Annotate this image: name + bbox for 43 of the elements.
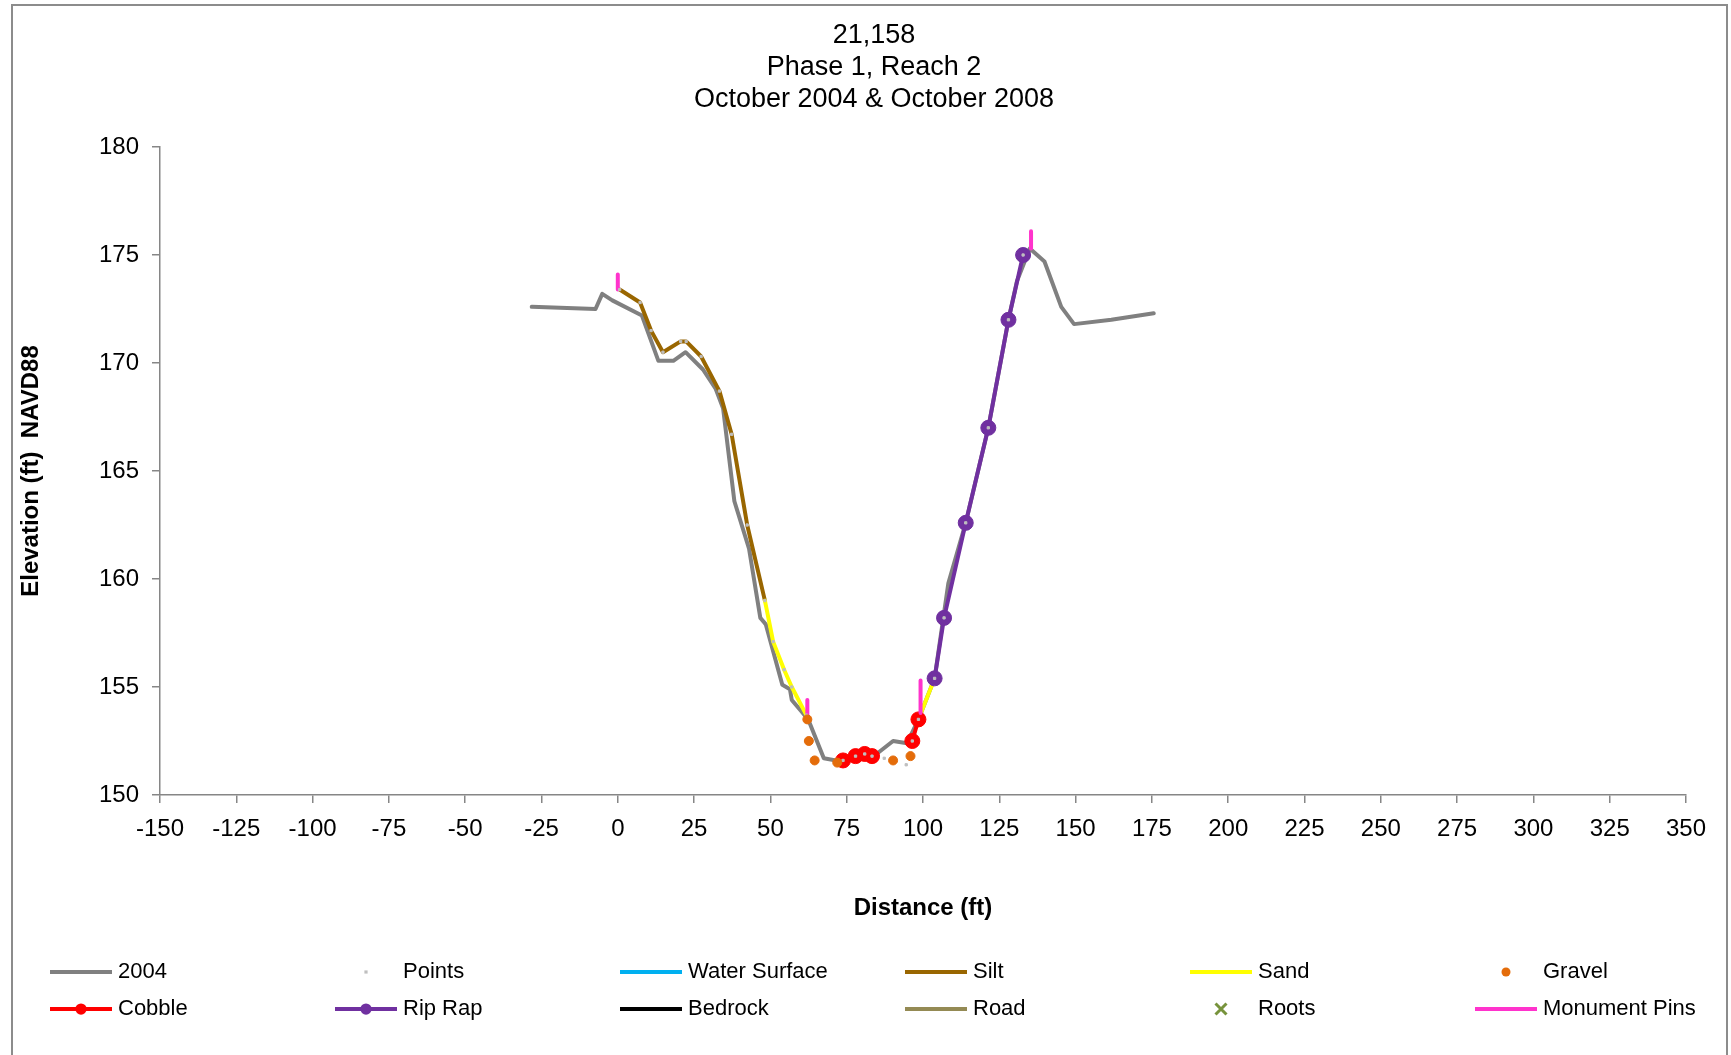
legend-label: 2004	[118, 958, 167, 984]
x-tick-label: -50	[447, 814, 483, 842]
y-tick-label: 170	[98, 347, 139, 375]
legend-label: Road	[973, 995, 1026, 1021]
x-tick-label: 300	[1513, 814, 1554, 842]
x-tick-label: 0	[611, 814, 625, 842]
x-tick-label: 100	[902, 814, 944, 842]
y-tick-label: 180	[98, 131, 139, 159]
legend-label: Rip Rap	[403, 995, 483, 1021]
y-tick-label: 150	[98, 779, 139, 807]
legend-label: Monument Pins	[1543, 995, 1696, 1021]
x-tick-label: 250	[1360, 814, 1401, 842]
legend-label: Roots	[1258, 995, 1316, 1021]
legend-label: Cobble	[118, 995, 188, 1021]
x-axis-title: Distance (ft)	[853, 893, 993, 921]
y-tick-label: 175	[98, 239, 139, 267]
chart-title: 21,158 Phase 1, Reach 2 October 2004 & October 2008	[693, 19, 1055, 114]
legend-label: Bedrock	[688, 995, 770, 1021]
x-tick-label: 50	[757, 814, 784, 842]
legend-label: Gravel	[1543, 958, 1608, 984]
x-tick-label: 325	[1589, 814, 1630, 842]
y-tick-label: 165	[98, 455, 139, 483]
x-tick-label: -25	[524, 814, 559, 842]
x-tick-label: -75	[371, 814, 407, 842]
x-tick-label: 25	[680, 814, 708, 842]
x-tick-label: 175	[1131, 814, 1172, 842]
legend-label: Sand	[1258, 958, 1310, 984]
x-tick-label: 150	[1055, 814, 1096, 842]
x-tick-label: -150	[135, 814, 185, 842]
x-tick-label: 275	[1437, 814, 1478, 842]
legend-label: Silt	[973, 958, 1004, 984]
x-tick-label: -125	[212, 814, 261, 842]
legend-label: Water Surface	[688, 958, 828, 984]
y-axis-title: Elevation (ft) NAVD88	[16, 345, 44, 597]
x-tick-label: 350	[1665, 814, 1707, 842]
x-tick-label: 125	[979, 814, 1020, 842]
y-tick-label: 160	[98, 563, 139, 591]
x-tick-label: 225	[1284, 814, 1325, 842]
y-tick-label: 155	[98, 671, 139, 699]
x-tick-label: 200	[1208, 814, 1249, 842]
x-tick-label: 75	[833, 814, 861, 842]
x-tick-label: -100	[288, 814, 337, 842]
legend-label: Points	[403, 958, 465, 984]
